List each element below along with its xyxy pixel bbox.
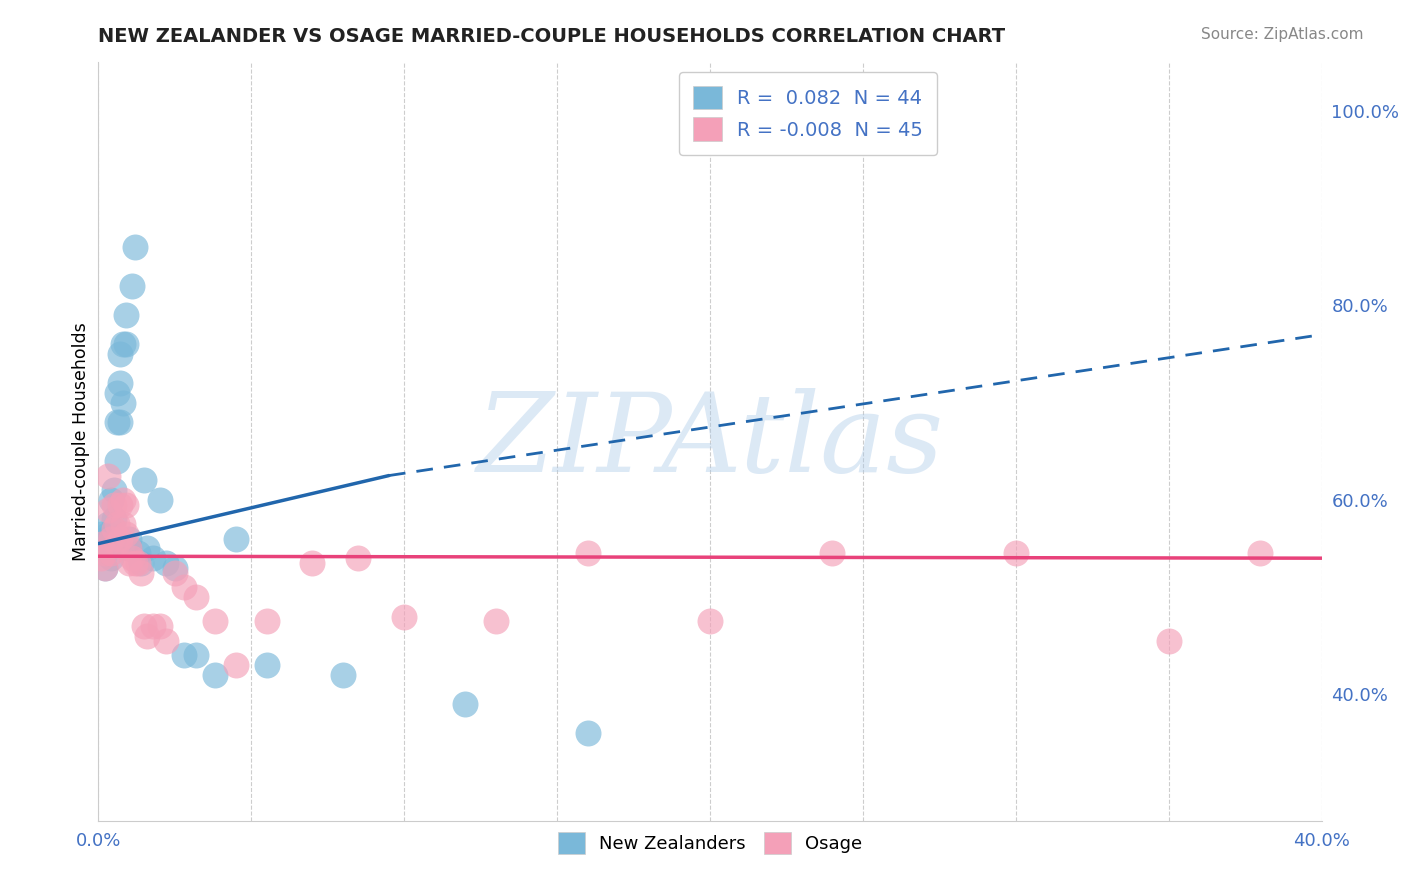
Point: [124, 556, 146, 570]
Point: [105, 454, 128, 468]
Point: [121, 279, 143, 293]
Point: [108, 376, 131, 391]
Point: [90, 536, 112, 550]
Point: [332, 668, 354, 682]
Point: [93, 561, 115, 575]
Point: [118, 532, 141, 546]
Point: [105, 517, 128, 532]
Text: ZIPAtlas: ZIPAtlas: [477, 388, 943, 495]
Point: [173, 580, 195, 594]
Point: [256, 615, 278, 629]
Point: [100, 532, 122, 546]
Point: [111, 395, 134, 409]
Point: [108, 347, 131, 361]
Text: 0.0%: 0.0%: [76, 832, 121, 850]
Point: [105, 536, 128, 550]
Point: [115, 308, 138, 322]
Point: [105, 386, 128, 401]
Y-axis label: Married-couple Households: Married-couple Households: [72, 322, 90, 561]
Point: [1157, 633, 1180, 648]
Point: [90, 551, 112, 566]
Point: [93, 532, 115, 546]
Point: [485, 615, 508, 629]
Point: [134, 474, 156, 488]
Point: [103, 498, 125, 512]
Point: [127, 556, 149, 570]
Point: [204, 668, 226, 682]
Point: [111, 337, 134, 351]
Point: [149, 619, 172, 633]
Point: [97, 517, 120, 532]
Point: [134, 619, 156, 633]
Point: [186, 590, 208, 604]
Point: [103, 522, 125, 536]
Text: NEW ZEALANDER VS OSAGE MARRIED-COUPLE HOUSEHOLDS CORRELATION CHART: NEW ZEALANDER VS OSAGE MARRIED-COUPLE HO…: [98, 27, 1005, 45]
Point: [1249, 546, 1271, 560]
Point: [301, 556, 323, 570]
Point: [97, 527, 120, 541]
Point: [186, 648, 208, 663]
Point: [225, 658, 247, 673]
Point: [173, 648, 195, 663]
Point: [90, 536, 112, 550]
Point: [204, 615, 226, 629]
Point: [118, 541, 141, 556]
Text: Source: ZipAtlas.com: Source: ZipAtlas.com: [1201, 27, 1364, 42]
Point: [142, 551, 165, 566]
Point: [142, 619, 165, 633]
Point: [576, 726, 599, 740]
Point: [93, 546, 115, 560]
Point: [97, 532, 120, 546]
Point: [127, 546, 149, 560]
Point: [100, 551, 122, 566]
Point: [821, 546, 844, 560]
Point: [454, 697, 477, 711]
Point: [93, 546, 115, 560]
Point: [103, 483, 125, 497]
Point: [1004, 546, 1026, 560]
Point: [90, 527, 112, 541]
Point: [115, 337, 138, 351]
Point: [100, 532, 122, 546]
Point: [256, 658, 278, 673]
Point: [699, 615, 721, 629]
Point: [155, 633, 177, 648]
Point: [118, 556, 141, 570]
Point: [225, 532, 247, 546]
Point: [129, 566, 152, 580]
Point: [100, 492, 122, 507]
Point: [97, 468, 120, 483]
Point: [163, 561, 186, 575]
Point: [149, 492, 172, 507]
Point: [111, 517, 134, 532]
Point: [392, 609, 416, 624]
Point: [118, 541, 141, 556]
Point: [129, 556, 152, 570]
Text: 40.0%: 40.0%: [1294, 832, 1350, 850]
Point: [100, 546, 122, 560]
Point: [115, 527, 138, 541]
Point: [115, 498, 138, 512]
Point: [103, 512, 125, 526]
Point: [136, 541, 159, 556]
Legend: New Zealanders, Osage: New Zealanders, Osage: [550, 824, 870, 861]
Point: [347, 551, 370, 566]
Point: [108, 532, 131, 546]
Point: [108, 498, 131, 512]
Point: [105, 415, 128, 429]
Point: [124, 240, 146, 254]
Point: [163, 566, 186, 580]
Point: [136, 629, 159, 643]
Point: [155, 556, 177, 570]
Point: [111, 492, 134, 507]
Point: [97, 502, 120, 516]
Point: [108, 415, 131, 429]
Point: [576, 546, 599, 560]
Point: [103, 532, 125, 546]
Point: [121, 551, 143, 566]
Point: [93, 561, 115, 575]
